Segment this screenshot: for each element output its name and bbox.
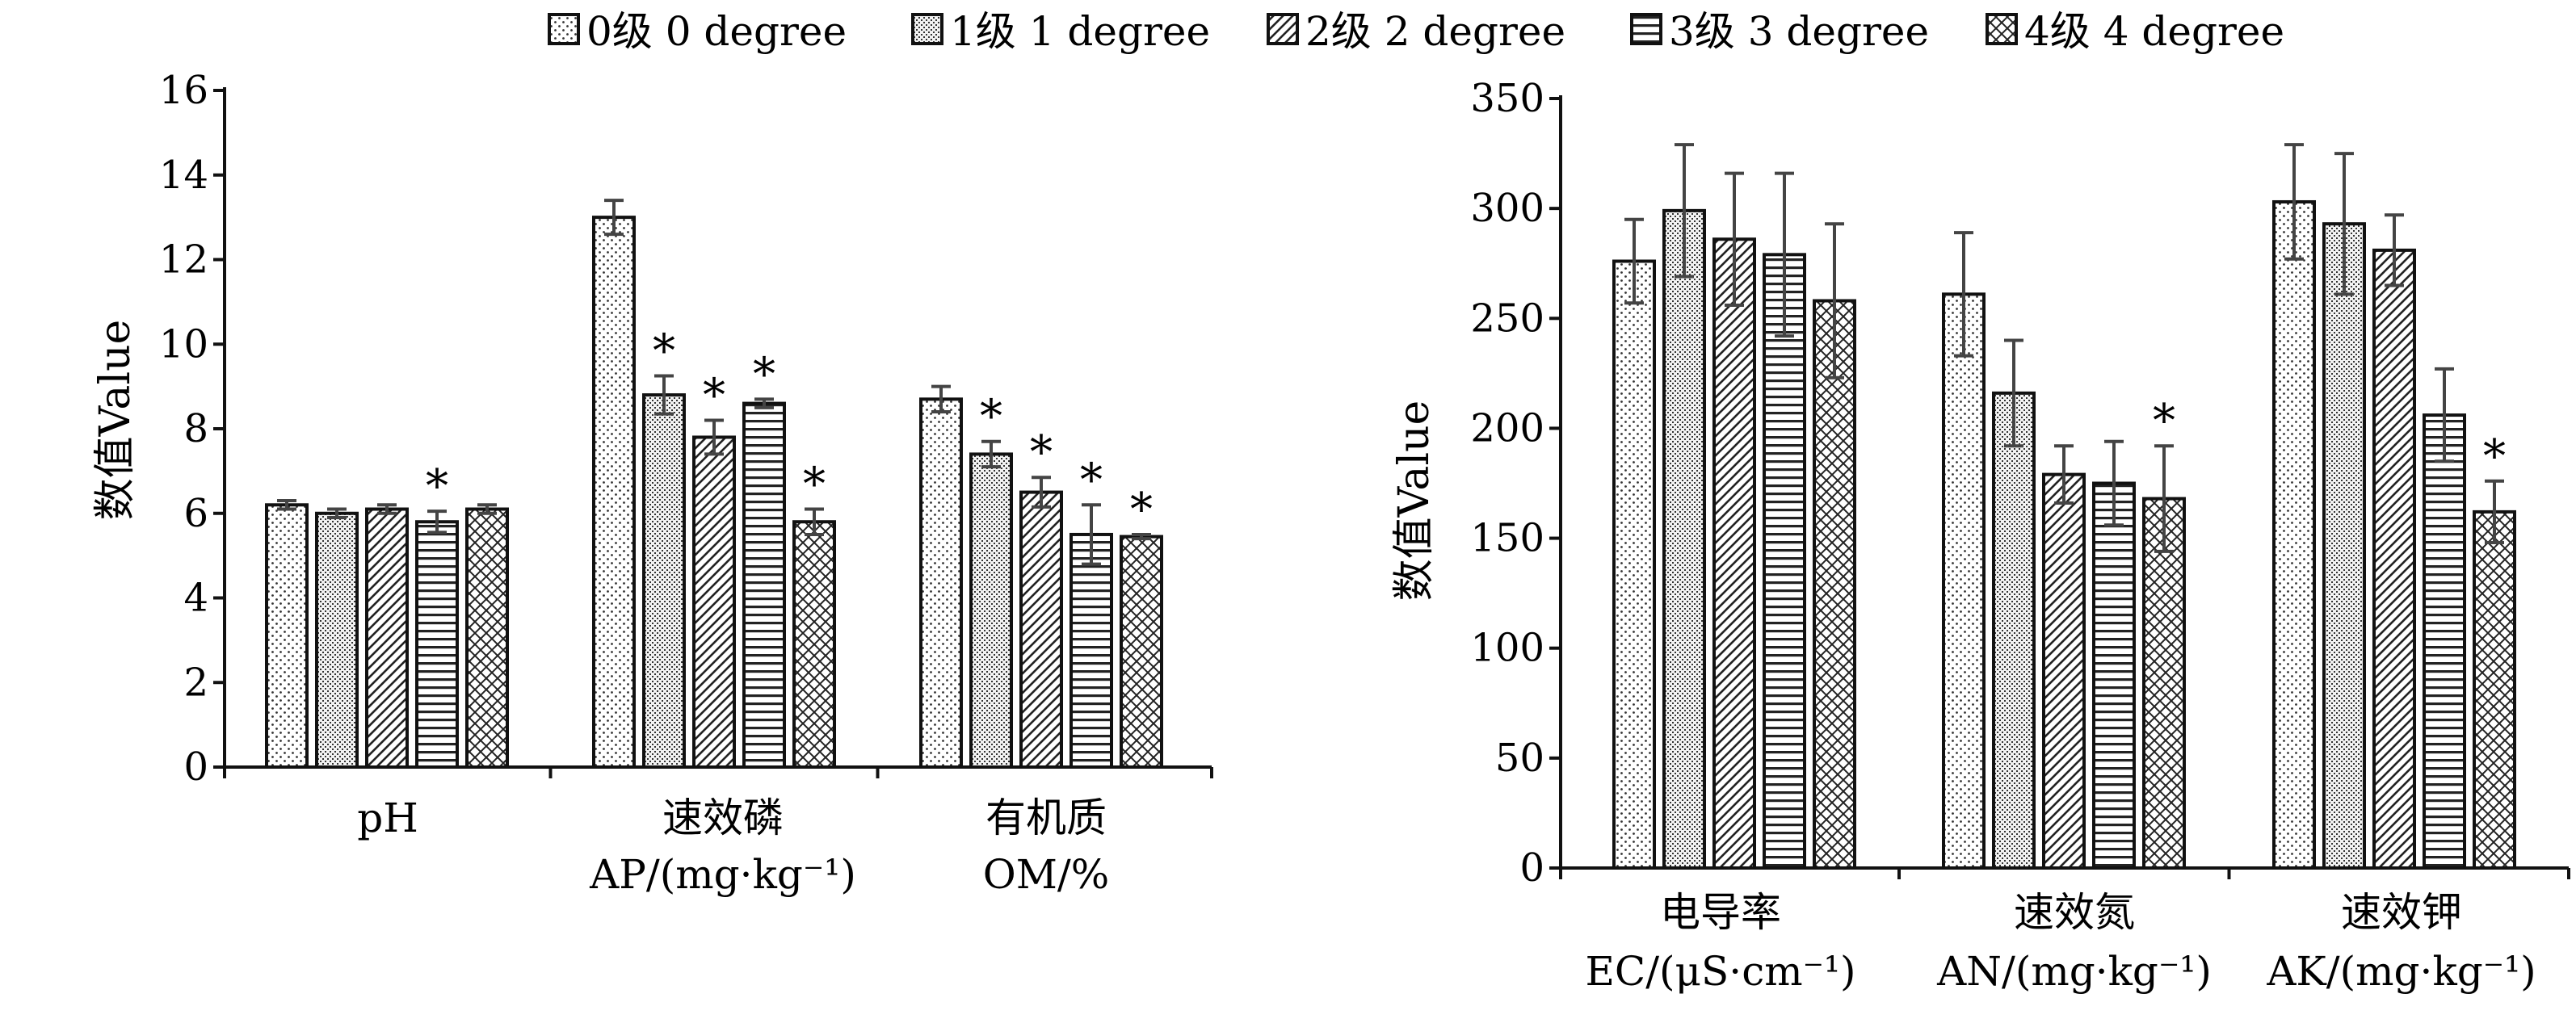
bar-s2-c1 (692, 435, 736, 769)
y-tick-label: 150 (1470, 516, 1544, 561)
significance-star: * (2153, 395, 2175, 447)
bar-s1-c1 (1992, 391, 2036, 870)
bar-s1-c2 (2322, 222, 2366, 870)
y-tick-label: 2 (183, 660, 208, 705)
bar-s2-c1 (2042, 472, 2086, 870)
legend-swatch-1 (911, 13, 943, 45)
legend-label-3: 3级 3 degree (1669, 8, 1929, 55)
significance-star: * (803, 459, 826, 511)
category-label: 速效氮 (2014, 889, 2135, 936)
bar-s4-c0 (465, 507, 509, 769)
significance-star: * (1130, 484, 1153, 536)
significance-star: * (2483, 430, 2506, 483)
bar-s3-c1 (742, 401, 786, 769)
bar-s2-c2 (1019, 490, 1063, 769)
legend-label-2: 2级 2 degree (1305, 8, 1565, 55)
bar-s4-c0 (1813, 299, 1856, 870)
significance-star: * (703, 370, 725, 422)
category-label: 有机质 (985, 795, 1107, 841)
category-unit-label: AP/(mg·kg⁻¹) (589, 851, 856, 898)
y-tick-label: 250 (1470, 296, 1544, 341)
legend-swatch-0 (548, 13, 580, 45)
bar-s4-c1 (792, 520, 836, 769)
y-axis-label-right: 数值Value (1390, 400, 1439, 602)
bar-s0-c2 (2272, 199, 2316, 870)
significance-star: * (1080, 454, 1103, 506)
bar-s4-c2 (2473, 510, 2516, 870)
y-tick-label: 10 (159, 321, 208, 367)
bar-s2-c2 (2372, 248, 2416, 870)
bar-s0-c0 (1612, 259, 1656, 870)
significance-star: * (1030, 426, 1053, 479)
significance-star: * (753, 348, 775, 400)
bar-s2-c0 (1712, 237, 1756, 870)
bar-s3-c1 (2092, 481, 2136, 870)
left-chart: 数值Value 0 2 4 6 8 10 12 14 16 pH 速效磷 AP/(mg·kg⁻¹) 有机… (91, 68, 1213, 898)
bar-s0-c1 (1942, 292, 1986, 870)
y-tick-label: 14 (159, 153, 208, 198)
y-tick-label: 6 (183, 491, 208, 536)
y-tick-label: 4 (183, 576, 208, 621)
bar-s3-c2 (1069, 532, 1113, 769)
bar-s2-c0 (365, 507, 409, 769)
category-unit-label: EC/(μS·cm⁻¹) (1585, 948, 1855, 995)
y-tick-label: 50 (1495, 736, 1544, 781)
bar-s0-c0 (265, 503, 309, 769)
legend: 0级 0 degree 1级 1 degree 2级 2 degree 3级 3 de… (548, 8, 2284, 55)
legend-swatch-3 (1630, 13, 1662, 45)
y-tick-label: 0 (1519, 845, 1544, 891)
bar-s4-c2 (1120, 535, 1163, 769)
y-tick-label: 350 (1470, 76, 1544, 121)
legend-label-0: 0级 0 degree (586, 8, 847, 55)
y-tick-label: 100 (1470, 626, 1544, 671)
bar-s1-c1 (642, 393, 686, 769)
significance-star: * (653, 325, 675, 378)
bar-s3-c0 (1763, 253, 1806, 870)
category-unit-label: AK/(mg·kg⁻¹) (2266, 948, 2536, 995)
bar-s0-c2 (919, 397, 963, 769)
y-tick-label: 300 (1470, 186, 1544, 231)
category-label: 电导率 (1660, 889, 1781, 936)
category-label: 速效钾 (2341, 889, 2462, 936)
bar-s0-c1 (592, 216, 636, 769)
category-label: pH (357, 795, 418, 841)
y-tick-label: 200 (1470, 405, 1544, 451)
legend-swatch-2 (1267, 13, 1299, 45)
bar-s3-c0 (415, 520, 459, 769)
bar-s3-c2 (2423, 413, 2466, 870)
legend-swatch-4 (1986, 13, 2018, 45)
y-tick-label: 8 (183, 406, 208, 451)
y-tick-label: 12 (159, 237, 208, 283)
bar-s1-c0 (315, 511, 359, 769)
y-tick-label: 16 (159, 68, 208, 113)
bar-s4-c1 (2142, 497, 2186, 870)
category-unit-label: OM/% (983, 851, 1110, 898)
legend-label-4: 4级 4 degree (2024, 8, 2284, 55)
right-chart: 数值Value 0 50 100 150 200 250 300 350 电导率 EC/(μS·c… (1390, 76, 2570, 995)
significance-star: * (980, 391, 1002, 443)
bar-s1-c0 (1662, 208, 1706, 870)
bar-s1-c2 (969, 452, 1013, 769)
category-unit-label: AN/(mg·kg⁻¹) (1936, 948, 2212, 995)
significance-star: * (426, 460, 448, 513)
category-label: 速效磷 (662, 795, 784, 841)
y-axis-label-left: 数值Value (91, 320, 140, 521)
legend-label-1: 1级 1 degree (950, 8, 1210, 55)
y-tick-label: 0 (183, 744, 208, 790)
